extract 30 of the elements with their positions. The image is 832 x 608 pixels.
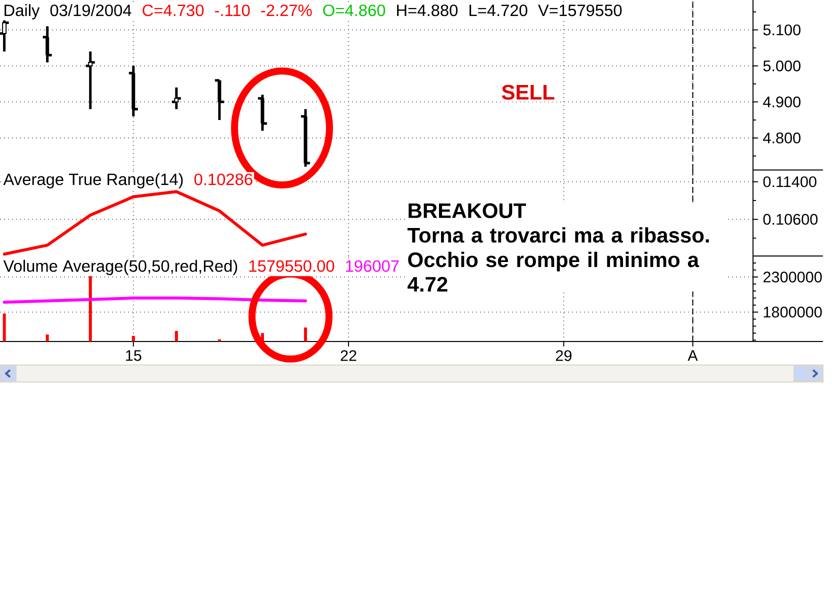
y-tick-label: 1800000 (764, 306, 822, 318)
y-tick-label: 5.000 (763, 60, 800, 72)
annotation: C=4.730 (142, 4, 204, 16)
annotation: Occhio se rompe il minimo a 4.72 (408, 252, 700, 292)
y-tick-label: 4.900 (763, 96, 800, 108)
y-tick-label: 2300000 (763, 272, 822, 282)
annotation: Torna a trovarci ma a ribasso. (408, 227, 709, 243)
annotation: 0.10286 (194, 174, 252, 186)
annotation: V=1579550 (538, 4, 622, 16)
annotation: 196007 (346, 260, 399, 272)
annotation: H=4.880 (397, 4, 458, 16)
x-tick-label: 29 (556, 350, 572, 362)
x-tick-label: 15 (126, 350, 142, 361)
annotation: BREAKOUT (408, 203, 526, 218)
annotation: SELL (502, 84, 554, 100)
annotation: L=4.720 (470, 4, 528, 16)
y-tick-label: 4.800 (763, 132, 800, 144)
chart-title: Average True Range(14) (3, 173, 183, 188)
annotation: 03/19/2004 (50, 4, 132, 16)
annotation: -.110 (214, 4, 250, 16)
chart-title: Volume Average(50,50,red,Red) (3, 260, 238, 276)
annotation: 1579550.00 (249, 260, 334, 272)
annotation: -2.27% (261, 4, 312, 16)
y-tick-label: 5.100 (763, 24, 800, 36)
x-tick-label: 22 (340, 350, 356, 361)
y-tick-label: 0.10600 (763, 214, 818, 225)
annotation: O=4.860 (323, 4, 386, 16)
y-tick-label: 0.11400 (763, 176, 816, 188)
chart-title: Daily (4, 4, 40, 20)
x-tick-label: A (688, 350, 698, 361)
